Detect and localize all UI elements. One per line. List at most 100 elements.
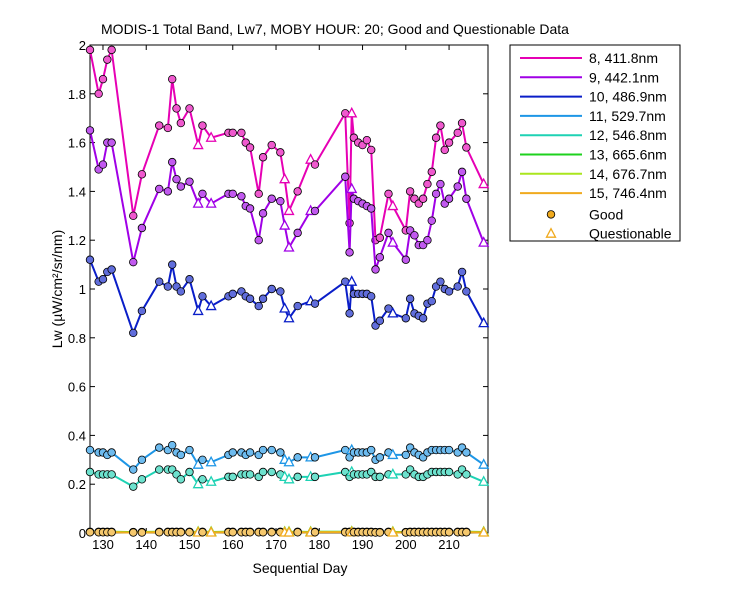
data-point-good (107, 265, 116, 274)
data-point-questionable (387, 468, 399, 479)
data-point-questionable (478, 475, 490, 486)
data-point-good (462, 143, 471, 152)
series-9 (85, 126, 490, 274)
data-point-good (418, 194, 428, 203)
data-point-good (85, 528, 95, 537)
data-point-good (176, 475, 186, 484)
data-point-good (267, 445, 276, 455)
data-point-good (345, 309, 354, 318)
data-point-good (163, 282, 173, 291)
data-point-good (375, 528, 385, 537)
y-tick-label: 1.6 (68, 136, 86, 151)
data-point-good (310, 472, 320, 482)
data-point-good (462, 194, 471, 203)
data-point-good (276, 287, 285, 296)
legend-label: 15, 746.4nm (589, 185, 667, 201)
data-point-questionable (283, 241, 295, 252)
data-point-good (375, 472, 385, 482)
data-point-good (137, 528, 147, 537)
data-point-good (366, 145, 376, 155)
data-point-good (462, 287, 471, 296)
data-point-good (172, 174, 181, 184)
data-point-good (107, 45, 116, 55)
data-point-good (155, 277, 164, 286)
data-point-questionable (283, 204, 295, 216)
data-point-good (276, 148, 285, 157)
data-point-good (276, 196, 285, 206)
data-point-good (258, 209, 268, 218)
data-point-good (107, 138, 116, 147)
data-point-good (172, 104, 181, 113)
data-point-good (258, 467, 268, 477)
data-point-good (405, 294, 415, 303)
data-point-good (267, 194, 276, 203)
data-point-good (185, 467, 194, 477)
data-point-good (453, 128, 462, 138)
data-point-questionable (205, 131, 217, 142)
data-point-good (258, 445, 268, 455)
y-axis: 0 0.2 0.4 0.6 0.8 1 1.2 1.4 1.6 1.8 2 (68, 38, 488, 541)
data-point-questionable (279, 302, 291, 313)
data-point-questionable (279, 172, 291, 184)
data-point-questionable (387, 199, 399, 211)
data-point-questionable (192, 458, 204, 469)
data-point-good (237, 128, 246, 138)
y-tick-label: 0.6 (68, 380, 86, 395)
data-point-questionable (387, 526, 399, 537)
data-point-good (228, 289, 237, 299)
data-point-questionable (192, 138, 204, 150)
data-point-good (176, 450, 186, 460)
data-point-good (375, 253, 385, 262)
data-point-questionable (478, 526, 490, 537)
data-point-good (129, 211, 138, 220)
legend-label: 10, 486.9nm (589, 89, 667, 105)
data-point-good (293, 301, 302, 311)
data-point-good (427, 297, 436, 306)
data-point-good (185, 275, 194, 284)
data-point-good (384, 189, 393, 199)
data-point-good (167, 74, 177, 84)
data-point-good (254, 301, 263, 311)
data-point-good (198, 292, 207, 301)
data-point-questionable (283, 311, 295, 323)
data-point-good (444, 467, 454, 477)
data-point-good (293, 453, 302, 462)
data-point-good (137, 455, 147, 464)
data-point-good (176, 118, 186, 128)
x-tick-label: 160 (222, 537, 244, 552)
data-point-good (85, 445, 95, 455)
data-point-questionable (283, 526, 295, 537)
x-tick-label: 140 (135, 537, 157, 552)
data-point-good (245, 204, 255, 213)
data-point-good (228, 128, 237, 138)
data-point-good (163, 187, 173, 196)
data-point-good (293, 228, 302, 238)
x-tick-label: 200 (395, 537, 417, 552)
data-point-good (258, 153, 268, 162)
data-point-good (457, 267, 467, 277)
data-point-good (228, 472, 237, 482)
data-point-good (427, 167, 436, 177)
data-point-good (85, 45, 95, 55)
data-point-good (444, 445, 454, 455)
data-point-good (137, 170, 147, 179)
data-point-good (457, 167, 467, 177)
data-point-good (245, 448, 255, 457)
data-point-good (137, 475, 147, 484)
data-point-good (155, 465, 164, 474)
series-8 (85, 45, 490, 245)
series-10 (85, 255, 490, 338)
data-point-good (444, 528, 454, 537)
data-point-good (405, 187, 415, 196)
data-point-questionable (283, 472, 295, 484)
data-point-good (107, 470, 116, 479)
y-tick-label: 2 (79, 38, 86, 53)
data-point-good (137, 306, 147, 316)
y-tick-label: 1.8 (68, 87, 86, 102)
data-point-good (176, 287, 186, 296)
data-point-good (155, 528, 164, 537)
data-point-good (258, 294, 268, 303)
data-point-good (293, 187, 302, 196)
data-point-good (228, 528, 237, 537)
y-tick-label: 0.2 (68, 477, 86, 492)
